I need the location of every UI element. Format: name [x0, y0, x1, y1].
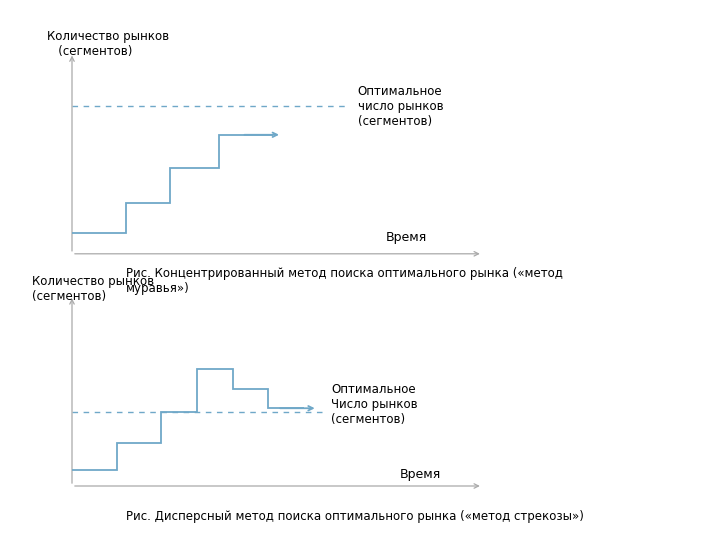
Text: Количество рынков
(сегментов): Количество рынков (сегментов) — [32, 275, 155, 303]
Text: Время: Время — [400, 468, 441, 481]
Text: Рис. Дисперсный метод поиска оптимального рынка («метод стрекозы»): Рис. Дисперсный метод поиска оптимальног… — [126, 510, 584, 523]
Text: Оптимальное
Число рынков
(сегментов): Оптимальное Число рынков (сегментов) — [331, 383, 418, 426]
Text: Количество рынков
   (сегментов): Количество рынков (сегментов) — [47, 30, 169, 58]
Text: Время: Время — [386, 231, 428, 244]
Text: Рис. Концентрированный метод поиска оптимального рынка («метод
муравья»): Рис. Концентрированный метод поиска опти… — [126, 267, 563, 295]
Text: Оптимальное
число рынков
(сегментов): Оптимальное число рынков (сегментов) — [358, 85, 444, 127]
